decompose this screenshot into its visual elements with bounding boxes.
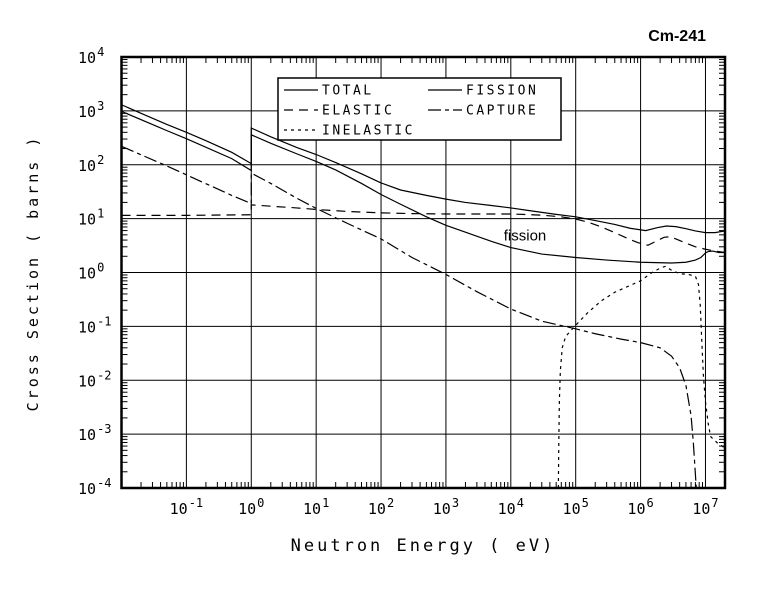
y-tick-label: 104 bbox=[78, 45, 104, 67]
x-tick-label: 102 bbox=[368, 496, 394, 518]
x-tick-label: 100 bbox=[238, 496, 264, 518]
curve-total bbox=[121, 104, 726, 234]
y-tick-label: 10-1 bbox=[78, 314, 112, 336]
plot-title: Cm-241 bbox=[648, 28, 706, 45]
curve-elastic bbox=[121, 204, 726, 254]
curve-fission bbox=[121, 110, 725, 264]
legend-label: FISSION bbox=[466, 84, 538, 99]
x-tick-label: 10-1 bbox=[170, 496, 204, 518]
x-axis-label: Neutron Energy ( eV) bbox=[290, 536, 556, 556]
y-tick-label: 10-2 bbox=[78, 368, 112, 390]
x-tick-label: 104 bbox=[498, 496, 524, 518]
curve-inelastic bbox=[557, 265, 726, 489]
y-axis-label: Cross Section ( barns ) bbox=[24, 134, 42, 412]
x-tick-label: 103 bbox=[433, 496, 459, 518]
curve-capture bbox=[121, 145, 697, 487]
y-tick-label: 102 bbox=[78, 153, 104, 175]
legend-label: TOTAL bbox=[322, 84, 374, 99]
y-tick-label: 10-3 bbox=[78, 422, 112, 444]
fission-annotation: fission bbox=[503, 227, 547, 245]
legend-label: CAPTURE bbox=[466, 104, 538, 119]
plot-border bbox=[120, 55, 727, 490]
y-tick-label: 103 bbox=[78, 99, 104, 121]
y-tick-label: 100 bbox=[78, 261, 104, 283]
legend-label: INELASTIC bbox=[322, 124, 415, 139]
x-tick-label: 106 bbox=[627, 496, 653, 518]
y-tick-label: 10-4 bbox=[78, 476, 112, 498]
x-tick-label: 101 bbox=[303, 496, 329, 518]
x-tick-label: 105 bbox=[563, 496, 589, 518]
legend-label: ELASTIC bbox=[322, 104, 394, 119]
y-tick-label: 101 bbox=[78, 207, 104, 229]
x-tick-label: 107 bbox=[692, 496, 718, 518]
legend-box bbox=[277, 77, 562, 141]
